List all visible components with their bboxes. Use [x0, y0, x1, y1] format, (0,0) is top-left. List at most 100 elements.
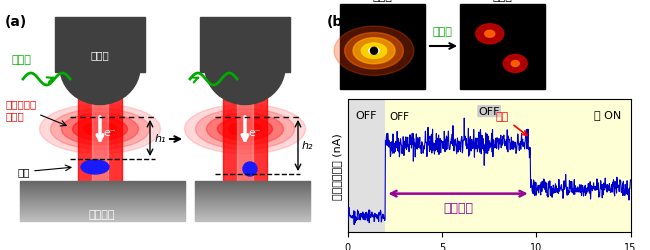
Text: 分子: 分子	[18, 166, 30, 176]
Bar	[20, 183, 185, 184]
Bar	[20, 212, 185, 213]
Text: 金属彋板: 金属彋板	[89, 209, 115, 219]
Ellipse shape	[62, 114, 138, 145]
Text: 可視光: 可視光	[12, 55, 32, 65]
Bar	[195, 202, 310, 203]
Bar	[20, 197, 185, 198]
Circle shape	[243, 162, 257, 176]
Bar	[20, 213, 185, 214]
Bar	[78, 85, 122, 184]
Bar	[20, 219, 185, 220]
Y-axis label: トンネル電流 (nA): トンネル電流 (nA)	[332, 133, 342, 200]
Bar	[195, 213, 310, 214]
Text: 反応前: 反応前	[372, 0, 392, 2]
Bar	[195, 210, 310, 211]
Bar	[20, 206, 185, 207]
Bar	[195, 200, 310, 202]
Bar	[20, 205, 185, 206]
Bar	[20, 199, 185, 200]
Text: e⁻: e⁻	[248, 128, 261, 138]
Ellipse shape	[207, 114, 283, 145]
Bar	[195, 208, 310, 209]
Bar	[237, 85, 253, 184]
Text: 反応後: 反応後	[492, 0, 512, 2]
Ellipse shape	[185, 105, 306, 154]
Bar	[195, 190, 310, 192]
Bar	[195, 189, 310, 190]
Bar	[340, 5, 425, 90]
Text: 光 ON: 光 ON	[594, 109, 621, 119]
Bar	[195, 203, 310, 204]
Bar	[385, 100, 630, 232]
Bar	[20, 195, 185, 196]
Bar	[460, 5, 545, 90]
Ellipse shape	[218, 118, 272, 141]
Bar	[20, 181, 185, 182]
Bar	[348, 100, 385, 232]
Bar	[20, 201, 185, 202]
Bar	[20, 189, 185, 190]
Text: プラズモン
の電場: プラズモン の電場	[5, 98, 36, 121]
Bar	[195, 204, 310, 206]
Bar	[195, 216, 310, 217]
Bar	[195, 201, 310, 202]
Bar	[195, 191, 310, 192]
Bar	[20, 196, 185, 198]
Bar	[20, 182, 185, 184]
Ellipse shape	[40, 105, 161, 154]
Circle shape	[370, 48, 378, 55]
Bar	[195, 186, 310, 188]
Bar	[195, 192, 310, 194]
Bar	[20, 217, 185, 218]
Text: e⁻: e⁻	[103, 128, 116, 138]
Bar	[20, 192, 185, 194]
Bar	[195, 218, 310, 219]
Bar	[195, 209, 310, 210]
Bar	[20, 216, 185, 217]
Text: OFF: OFF	[478, 106, 500, 117]
Bar	[20, 208, 185, 209]
Bar	[195, 188, 310, 190]
Ellipse shape	[369, 48, 379, 55]
Ellipse shape	[51, 109, 150, 150]
Bar	[20, 207, 185, 208]
Text: 解離: 解離	[496, 112, 527, 136]
Text: OFF: OFF	[356, 110, 378, 120]
Bar	[195, 198, 310, 200]
Bar	[195, 194, 310, 196]
Ellipse shape	[205, 30, 285, 105]
Bar	[20, 193, 185, 194]
Bar	[195, 199, 310, 200]
Bar	[195, 182, 310, 184]
Bar	[20, 185, 185, 186]
Bar	[195, 214, 310, 215]
Bar	[195, 205, 310, 206]
Bar	[20, 190, 185, 192]
Bar	[55, 18, 145, 73]
Bar	[195, 197, 310, 198]
Text: 反応後: 反応後	[229, 18, 252, 31]
Ellipse shape	[344, 34, 404, 70]
Ellipse shape	[361, 44, 387, 59]
Bar	[195, 217, 310, 218]
Bar	[195, 184, 310, 186]
Bar	[20, 186, 185, 188]
Text: (b): (b)	[327, 15, 350, 29]
Bar	[20, 204, 185, 206]
Bar	[20, 187, 185, 188]
Ellipse shape	[503, 55, 527, 73]
Bar	[195, 196, 310, 198]
Bar	[20, 188, 185, 190]
Bar	[195, 187, 310, 188]
Bar	[92, 85, 108, 184]
Bar	[20, 191, 185, 192]
Bar	[195, 219, 310, 220]
Ellipse shape	[485, 31, 495, 38]
Bar	[195, 193, 310, 194]
Bar	[195, 212, 310, 213]
Bar	[195, 207, 310, 208]
Bar	[200, 18, 290, 73]
Bar	[20, 209, 185, 210]
Bar	[195, 195, 310, 196]
Ellipse shape	[196, 109, 294, 150]
